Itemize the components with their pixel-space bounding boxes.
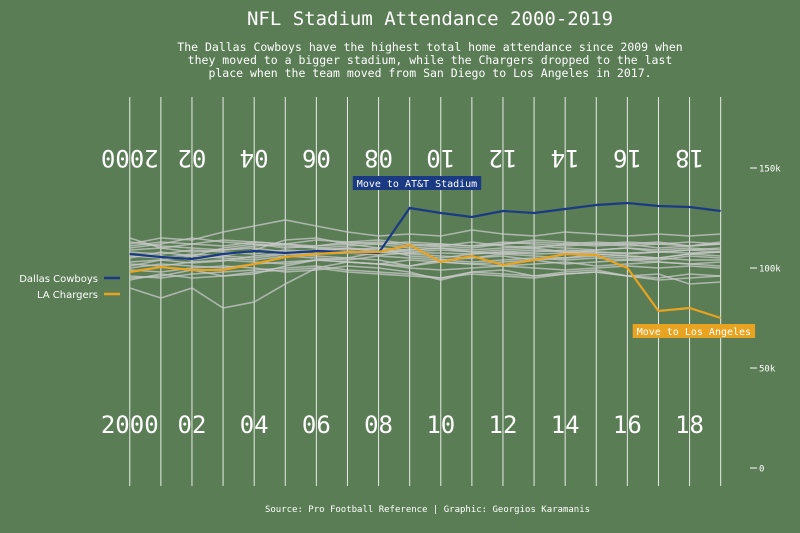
team-series-line xyxy=(129,247,721,253)
field-number-bottom: 14 xyxy=(551,411,580,439)
field-number-top: 02 xyxy=(178,144,207,172)
legend: Dallas Cowboys LA Chargers xyxy=(19,274,120,301)
field-number-bottom: 12 xyxy=(489,411,518,439)
field-number-top: 16 xyxy=(613,144,642,172)
chart-caption: Source: Pro Football Reference | Graphic… xyxy=(264,505,591,515)
field-number-top: 12 xyxy=(489,144,518,172)
team-series-line xyxy=(129,255,721,263)
y-tick-label: 100k xyxy=(759,265,781,275)
field-number-bottom: 18 xyxy=(675,411,704,439)
field-number-bottom: 16 xyxy=(613,411,642,439)
yard-lines xyxy=(129,97,722,486)
field-number-top: 10 xyxy=(426,144,455,172)
field-number-top: 2000 xyxy=(101,144,159,172)
highlight-lines xyxy=(129,201,722,320)
team-series-line xyxy=(129,259,721,269)
field-number-bottom: 06 xyxy=(302,411,331,439)
annotation-text: Move to AT&T Stadium xyxy=(357,179,477,190)
y-axis: 0 50k 100k 150k xyxy=(750,165,781,475)
field-numbers-top: 2000 02 04 06 08 10 12 14 16 18 xyxy=(101,144,704,172)
annotations: Move to AT&T Stadium Move to Los Angeles xyxy=(352,176,756,338)
field-number-top: 18 xyxy=(675,144,704,172)
field-number-bottom: 08 xyxy=(364,411,393,439)
y-tick-label: 0 xyxy=(759,465,764,475)
annotation-label: Move to Los Angeles xyxy=(632,324,756,338)
chart-subtitle: The Dallas Cowboys have the highest tota… xyxy=(177,40,683,80)
field-number-top: 08 xyxy=(364,144,393,172)
team-series-line xyxy=(129,247,721,255)
y-tick-label: 150k xyxy=(759,165,781,175)
field-number-bottom: 10 xyxy=(426,411,455,439)
annotation-box xyxy=(352,176,482,190)
field-number-bottom: 04 xyxy=(240,411,269,439)
team-series-line xyxy=(129,219,721,245)
series-line-la-chargers xyxy=(129,243,722,320)
annotation-text: Move to Los Angeles xyxy=(637,327,751,338)
y-tick-label: 50k xyxy=(759,365,776,375)
field-number-top: 14 xyxy=(551,144,580,172)
field-number-bottom: 2000 xyxy=(101,411,159,439)
team-series-line xyxy=(129,259,721,267)
annotation-box xyxy=(632,324,756,338)
other-teams-lines xyxy=(129,219,721,309)
series-line-dallas-cowboys xyxy=(129,201,721,261)
chart-title: NFL Stadium Attendance 2000-2019 xyxy=(246,8,614,30)
legend-label: Dallas Cowboys xyxy=(19,274,98,285)
team-series-line xyxy=(129,241,721,247)
legend-label: LA Chargers xyxy=(37,290,98,301)
field-number-top: 04 xyxy=(240,144,269,172)
field-number-top: 06 xyxy=(302,144,331,172)
field-numbers-bottom: 2000 02 04 06 08 10 12 14 16 18 xyxy=(101,411,704,439)
field-number-bottom: 02 xyxy=(178,411,207,439)
annotation-label: Move to AT&T Stadium xyxy=(352,176,482,190)
team-series-line xyxy=(129,251,721,259)
team-series-line xyxy=(129,267,721,281)
